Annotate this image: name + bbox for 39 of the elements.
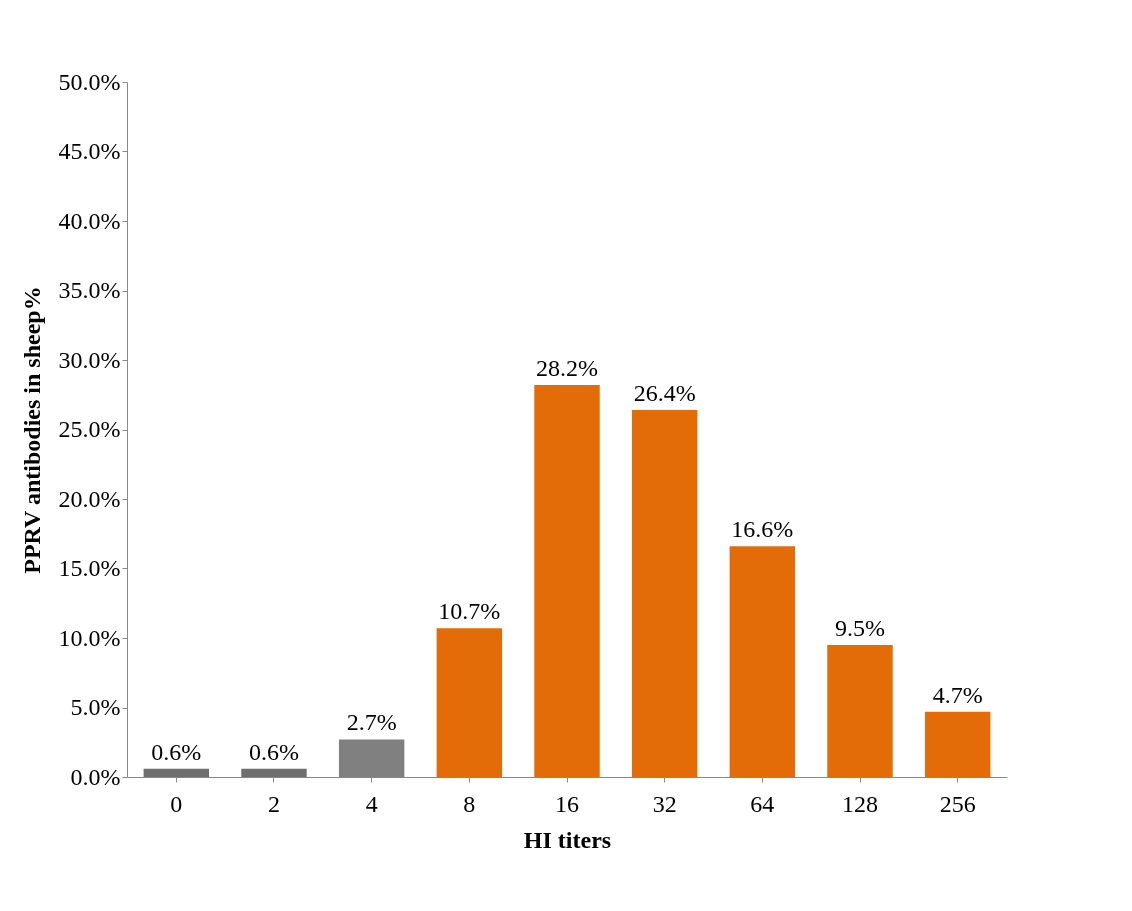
bar xyxy=(534,385,600,777)
y-tick-label: 45.0% xyxy=(58,138,121,164)
data-label: 10.7% xyxy=(438,598,501,625)
y-tick-label: 50.0% xyxy=(58,68,121,95)
y-tick-label: 30.0% xyxy=(58,346,121,373)
x-tick-label: 8 xyxy=(463,790,476,817)
y-tick-label: 25.0% xyxy=(58,416,121,442)
bar xyxy=(729,546,796,777)
bar xyxy=(241,768,307,777)
data-label: 2.7% xyxy=(346,709,397,736)
data-label: 0.6% xyxy=(151,738,202,765)
bar xyxy=(827,644,893,777)
x-tick-label: 256 xyxy=(939,790,976,817)
x-tick-label: 4 xyxy=(365,790,378,817)
y-tick-label: 5.0% xyxy=(70,694,121,720)
y-tick-label: 35.0% xyxy=(58,277,121,303)
y-tick-label: 0.0% xyxy=(70,763,121,790)
bar xyxy=(924,711,991,777)
x-tick-label: 0 xyxy=(170,790,183,817)
y-tick-label: 40.0% xyxy=(58,207,121,234)
x-tick-label: 32 xyxy=(652,790,677,817)
x-tick-label: 16 xyxy=(555,790,579,817)
data-label: 26.4% xyxy=(633,380,696,407)
bar xyxy=(143,768,210,777)
y-axis-title: PPRV antibodies in sheep% xyxy=(18,286,45,574)
y-tick-label: 15.0% xyxy=(58,555,121,581)
x-tick-label: 64 xyxy=(750,790,775,817)
data-label: 0.6% xyxy=(248,738,299,765)
data-label: 9.5% xyxy=(835,614,886,641)
x-tick-label: 128 xyxy=(842,790,879,817)
x-tick-label: 2 xyxy=(267,790,280,817)
y-tick-label: 10.0% xyxy=(58,624,121,651)
bar xyxy=(631,410,698,777)
y-tick-label: 20.0% xyxy=(58,485,121,512)
data-label: 16.6% xyxy=(731,516,794,543)
data-label: 28.2% xyxy=(536,355,598,382)
bar xyxy=(436,628,503,777)
data-label: 4.7% xyxy=(932,681,983,708)
x-axis-title: HI titers xyxy=(523,826,612,853)
